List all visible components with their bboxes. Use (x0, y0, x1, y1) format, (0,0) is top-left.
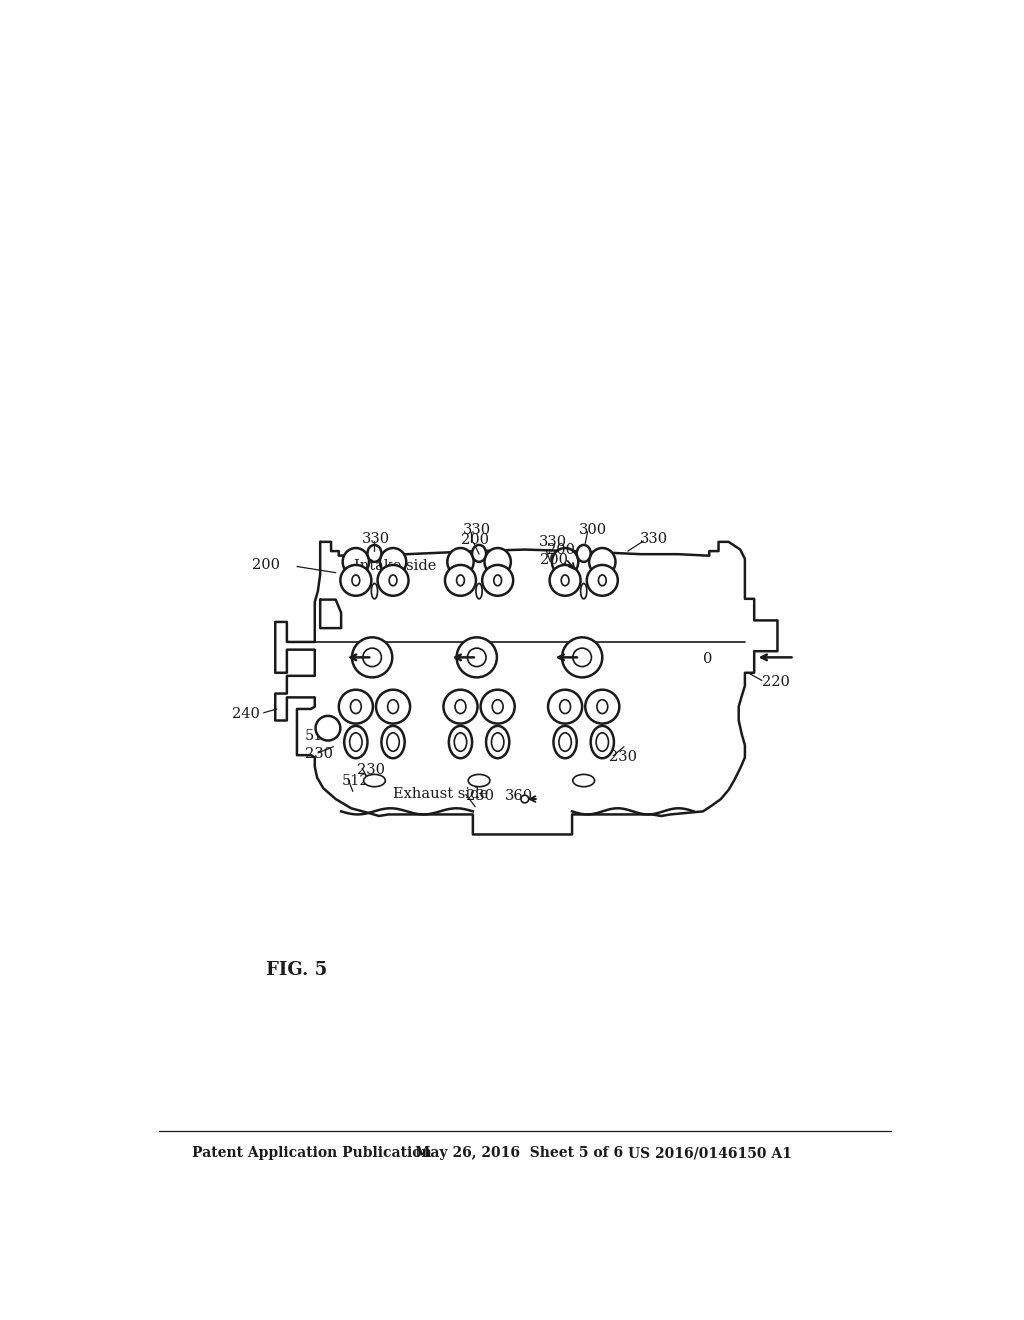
Circle shape (339, 689, 373, 723)
Ellipse shape (344, 726, 368, 758)
Circle shape (480, 689, 515, 723)
Ellipse shape (597, 700, 607, 714)
Ellipse shape (455, 700, 466, 714)
Ellipse shape (381, 726, 404, 758)
Ellipse shape (472, 545, 486, 562)
Ellipse shape (561, 576, 569, 586)
Text: 200: 200 (461, 533, 489, 548)
Text: 360: 360 (505, 789, 532, 803)
Circle shape (572, 648, 592, 667)
Ellipse shape (494, 576, 502, 586)
Circle shape (443, 689, 477, 723)
Ellipse shape (447, 548, 474, 576)
Text: Exhaust side: Exhaust side (393, 788, 488, 801)
Circle shape (482, 565, 513, 595)
Circle shape (548, 689, 583, 723)
Text: 200: 200 (547, 543, 574, 557)
Ellipse shape (559, 733, 571, 751)
Circle shape (340, 565, 372, 595)
Text: 200: 200 (541, 553, 568, 568)
Ellipse shape (387, 733, 399, 751)
Polygon shape (275, 543, 777, 834)
Text: 230: 230 (305, 747, 333, 762)
Text: 330: 330 (539, 535, 567, 549)
Ellipse shape (484, 548, 511, 576)
Text: 240: 240 (231, 708, 260, 721)
Text: 0: 0 (703, 652, 713, 665)
Text: 300: 300 (579, 523, 607, 536)
Text: Intake side: Intake side (354, 560, 436, 573)
Text: 230: 230 (357, 763, 385, 776)
Ellipse shape (554, 726, 577, 758)
Circle shape (521, 795, 528, 803)
Circle shape (445, 565, 476, 595)
Ellipse shape (577, 545, 591, 562)
Ellipse shape (581, 583, 587, 599)
Ellipse shape (372, 583, 378, 599)
Ellipse shape (560, 700, 570, 714)
Text: FIG. 5: FIG. 5 (266, 961, 328, 978)
Ellipse shape (492, 733, 504, 751)
Ellipse shape (388, 700, 398, 714)
Text: 512: 512 (342, 774, 370, 788)
Ellipse shape (552, 548, 579, 576)
Text: 330: 330 (362, 532, 390, 545)
Ellipse shape (493, 700, 503, 714)
Ellipse shape (486, 726, 509, 758)
Text: Patent Application Publication: Patent Application Publication (191, 1146, 431, 1160)
Circle shape (550, 565, 581, 595)
Ellipse shape (449, 726, 472, 758)
Ellipse shape (350, 700, 361, 714)
Ellipse shape (476, 583, 482, 599)
Text: 510: 510 (305, 729, 333, 743)
Ellipse shape (596, 733, 608, 751)
Circle shape (352, 638, 392, 677)
Circle shape (315, 715, 340, 741)
Ellipse shape (380, 548, 407, 576)
Text: 220: 220 (762, 675, 790, 689)
Ellipse shape (349, 733, 362, 751)
Polygon shape (321, 599, 341, 628)
Text: 330: 330 (463, 523, 490, 536)
Ellipse shape (468, 775, 489, 787)
Circle shape (378, 565, 409, 595)
Ellipse shape (598, 576, 606, 586)
Ellipse shape (343, 548, 369, 576)
Circle shape (586, 689, 620, 723)
Circle shape (376, 689, 410, 723)
Ellipse shape (457, 576, 464, 586)
Ellipse shape (389, 576, 397, 586)
Circle shape (467, 648, 486, 667)
Text: 330: 330 (640, 532, 668, 545)
Text: May 26, 2016  Sheet 5 of 6: May 26, 2016 Sheet 5 of 6 (415, 1146, 623, 1160)
Text: 230: 230 (466, 789, 494, 803)
Ellipse shape (455, 733, 467, 751)
Circle shape (457, 638, 497, 677)
Circle shape (587, 565, 617, 595)
Text: 230: 230 (608, 751, 637, 764)
Ellipse shape (572, 775, 595, 787)
Ellipse shape (352, 576, 359, 586)
Text: US 2016/0146150 A1: US 2016/0146150 A1 (628, 1146, 792, 1160)
Ellipse shape (591, 726, 614, 758)
Text: 200: 200 (252, 558, 280, 572)
Ellipse shape (364, 775, 385, 787)
Circle shape (362, 648, 381, 667)
Ellipse shape (368, 545, 381, 562)
Circle shape (562, 638, 602, 677)
Ellipse shape (589, 548, 615, 576)
